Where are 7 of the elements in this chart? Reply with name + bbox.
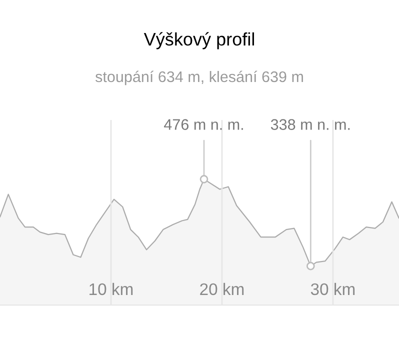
- chart-subtitle: stoupání 634 m, klesání 639 m: [95, 70, 303, 86]
- annotation: 338 m n. m.: [270, 119, 350, 130]
- x-tick-label: 20 km: [200, 282, 244, 296]
- chart-title: Výškový profil: [144, 32, 254, 50]
- x-tick-label: 30 km: [310, 282, 355, 296]
- annotation: 476 m n. m.: [164, 119, 243, 130]
- x-tick-label: 10 km: [90, 282, 133, 296]
